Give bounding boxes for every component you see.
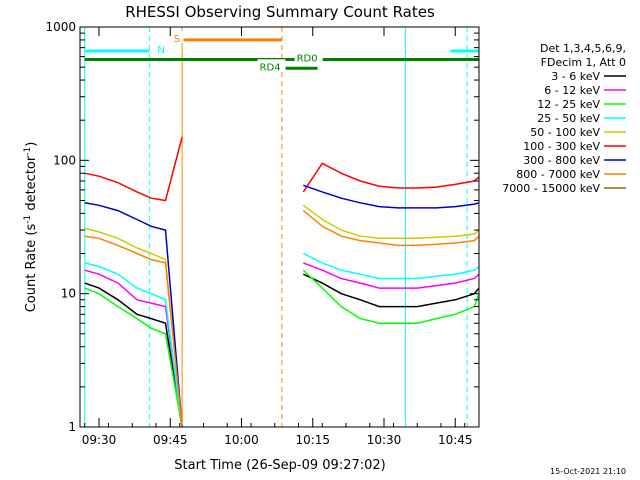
series-line [84,204,480,428]
state-label-bg [155,42,168,55]
legend-header-line-1: Det 1,3,4,5,6,9, [540,42,626,55]
series-line [84,136,480,202]
state-label-s: S [174,34,180,45]
y-axis-label: Count Rate (s-1 detector-1) [23,142,39,313]
y-tick-label: 100 [53,153,76,167]
series-line [84,184,480,428]
chart-title: RHESSI Observing Summary Count Rates [125,3,435,21]
legend-header-line-2: FDecim 1, Att 0 [541,56,626,69]
legend-label: 100 - 300 keV [523,140,600,153]
x-tick-label: 09:30 [82,433,117,447]
legend-label: 50 - 100 keV [530,126,600,139]
legend-label: 12 - 25 keV [537,98,600,111]
x-tick-label: 10:30 [367,433,402,447]
plot-frame [79,26,480,428]
observing-state-bars: NS RD0 RD4 [84,30,479,73]
x-axis-label: Start Time (26-Sep-09 09:27:02) [174,458,385,473]
x-tick-label: 09:45 [153,433,188,447]
x-tick-label: 10:45 [438,433,473,447]
series-line [84,269,480,428]
state-label-bg [257,59,286,72]
state-label-rd0: RD0 [297,54,318,65]
legend-label: 800 - 7000 keV [516,168,600,181]
x-tick-label: 10:15 [295,433,330,447]
legend-label: 25 - 50 keV [537,112,600,125]
series-line [84,252,480,428]
axes: 1 10 100 1000 09:30 09:45 10:00 10:15 10:30 10:45 [45,20,479,447]
series-line [84,273,480,428]
series-line [84,262,480,428]
series-line [84,210,480,428]
legend: Det 1,3,4,5,6,9, FDecim 1, Att 0 3 - 6 k… [502,42,626,195]
y-tick-label: 1 [68,420,76,434]
y-tick-label: 10 [61,287,76,301]
state-label-bg [171,30,184,43]
legend-label: 6 - 12 keV [544,84,600,97]
y-tick-label: 1000 [45,20,76,34]
count-rate-series [84,136,480,428]
x-tick-label: 10:00 [224,433,259,447]
legend-label: 300 - 800 keV [523,154,600,167]
state-label-bg [294,50,323,63]
legend-label: 3 - 6 keV [551,70,600,83]
state-change-markers [84,27,468,427]
state-label-rd4: RD4 [260,62,281,73]
legend-label: 7000 - 15000 keV [502,182,600,195]
footer-date: 15-Oct-2021 21:10 [550,467,626,476]
state-label-n: N [157,45,164,56]
